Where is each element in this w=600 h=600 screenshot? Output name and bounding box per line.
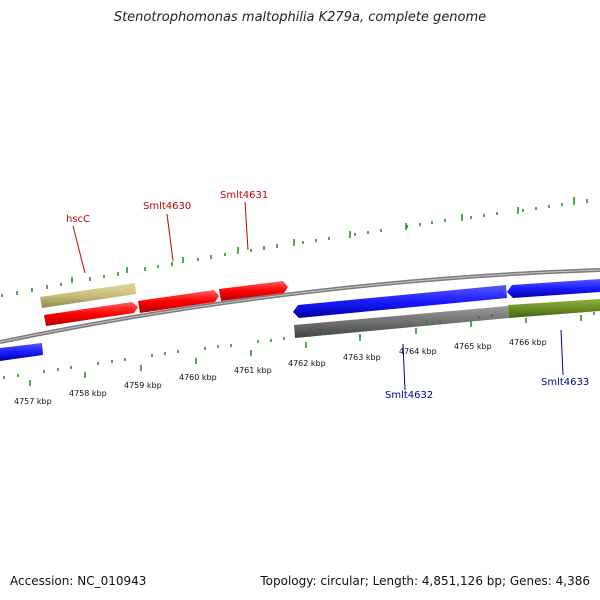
- hscc-cds-arrow: [44, 302, 138, 326]
- lower-tick-ring: [3, 312, 595, 386]
- smlt4633-olive-feature: [508, 299, 600, 318]
- tick-label: 4757 kbp: [14, 397, 52, 406]
- tick-label: 4762 kbp: [288, 359, 326, 368]
- tick-label: 4764 kbp: [399, 347, 437, 356]
- tick-label: 4766 kbp: [509, 338, 547, 347]
- genome-summary-text: Topology: circular; Length: 4,851,126 bp…: [260, 574, 590, 588]
- hscc-tan-feature: [40, 283, 136, 308]
- tick-label: 4761 kbp: [234, 366, 272, 375]
- tick-label: 4763 kbp: [343, 353, 381, 362]
- accession-text: Accession: NC_010943: [10, 574, 147, 588]
- gene-label-smlt4630: Smlt4630: [143, 201, 191, 212]
- forward-strand-features: [40, 281, 288, 326]
- tick-labels: 4757 kbp 4758 kbp 4759 kbp 4760 kbp 4761…: [14, 338, 547, 406]
- tick-label: 4760 kbp: [179, 373, 217, 382]
- genome-backbone: [0, 268, 600, 344]
- genome-title: Stenotrophomonas maltophilia K279a, comp…: [113, 10, 487, 25]
- smlt4632-cds-arrow: [293, 285, 507, 318]
- smlt4629-cds-arrow: [0, 343, 43, 361]
- smlt4633-cds-arrow: [507, 279, 600, 298]
- tick-label: 4758 kbp: [69, 389, 107, 398]
- gene-label-smlt4631: Smlt4631: [220, 190, 268, 201]
- gene-label-hscc: hscC: [66, 214, 90, 225]
- tick-label: 4765 kbp: [454, 342, 492, 351]
- smlt4631-cds-arrow: [219, 281, 288, 301]
- smlt4630-cds-arrow: [138, 290, 219, 313]
- upper-tick-ring: [1, 197, 588, 297]
- reverse-strand-features: [0, 279, 600, 361]
- tick-label: 4759 kbp: [124, 381, 162, 390]
- gene-labels: hscC Smlt4630 Smlt4631 Smlt4632 Smlt4633: [66, 190, 589, 401]
- gene-label-smlt4633: Smlt4633: [541, 377, 589, 388]
- gene-label-smlt4632: Smlt4632: [385, 390, 433, 401]
- smlt4632-grey-feature: [294, 306, 509, 338]
